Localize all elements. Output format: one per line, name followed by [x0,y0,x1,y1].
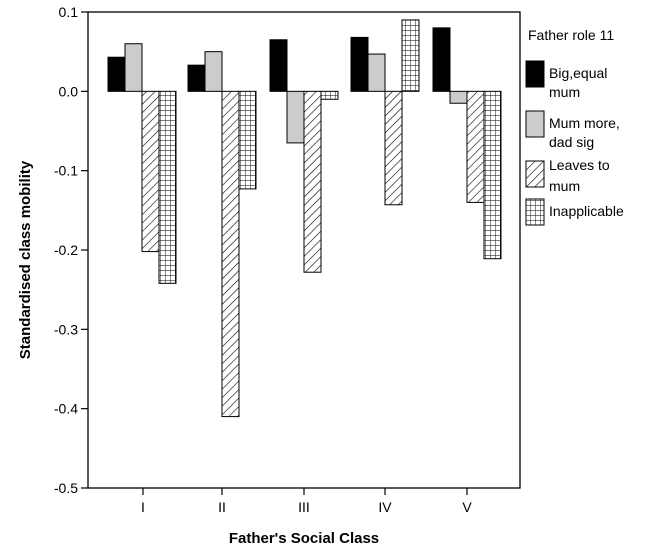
y-axis-title: Standardised class mobility [17,160,34,359]
x-tick-label: V [462,499,472,515]
legend-label: Mum more, [549,115,620,131]
x-axis-title: Father's Social Class [229,530,379,547]
y-axis: 0.1 0.0 -0.1 -0.2 -0.3 -0.4 -0.5 [54,4,88,496]
bar-grid-hatch-III [320,90,339,100]
bar-diagonal-hatch-I [141,90,160,253]
bar-diagonal-hatch-IV [384,90,403,206]
bar-grid-hatch-II [238,90,257,190]
legend-label: Big,equal [549,65,607,81]
y-tick-label: -0.5 [54,480,78,496]
bar-solid-black-I [107,56,126,92]
bar-grid-hatch-IV [401,19,420,92]
legend-swatch-diagonal-hatch [525,160,545,188]
x-tick-label: IV [378,499,392,515]
bars-group [107,19,502,418]
legend-title: Father role 11 [528,27,614,43]
bar-solid-gray-IV [367,53,386,92]
legend-label: dad sig [549,134,594,150]
bar-diagonal-hatch-III [303,90,322,273]
bar-grid-hatch-V [483,90,502,260]
y-tick-label: -0.4 [54,401,78,417]
bar-solid-gray-III [286,90,305,144]
bar-solid-black-II [187,64,206,92]
y-tick-label: 0.1 [59,4,79,20]
bar-diagonal-hatch-V [466,90,485,203]
bar-solid-black-III [269,39,288,92]
legend-label: Inapplicable [549,203,624,219]
bar-diagonal-hatch-II [221,90,240,418]
legend-swatch-solid-gray [525,110,545,138]
legend-label: Leaves to [549,157,610,173]
y-tick-label: -0.1 [54,163,78,179]
legend-swatch-solid-black [525,60,545,88]
bar-solid-gray-II [204,51,223,92]
y-tick-label: -0.2 [54,242,78,258]
bar-solid-gray-V [449,90,468,104]
legend: Father role 11 Big,equal mum Mum more, dad … [525,27,624,226]
bar-solid-gray-I [124,43,143,92]
x-axis: I II III IV V [141,488,472,515]
y-tick-label: 0.0 [59,83,79,99]
legend-label: mum [549,178,580,194]
x-tick-label: II [218,499,226,515]
x-tick-label: III [298,499,310,515]
bar-grid-hatch-I [158,90,177,284]
bar-solid-black-IV [350,36,369,92]
bar-solid-black-V [432,27,451,92]
legend-swatch-grid-hatch [525,198,545,226]
legend-label: mum [549,84,580,100]
x-tick-label: I [141,499,145,515]
y-tick-label: -0.3 [54,321,78,337]
